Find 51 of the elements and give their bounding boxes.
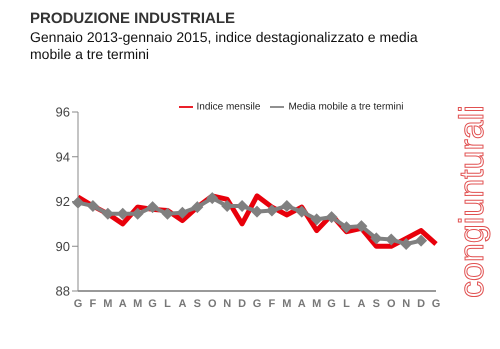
y-tick-label: 92 [56, 194, 70, 210]
point [191, 201, 204, 214]
legend-label: Media mobile a tre termini [288, 102, 404, 113]
x-tick-label: G [252, 298, 262, 310]
x-tick-label: M [133, 298, 142, 310]
x-tick-label: G [327, 298, 336, 310]
x-tick-label: M [282, 298, 292, 310]
x-tick-label: A [178, 298, 186, 310]
x-tick-label: M [312, 298, 322, 310]
y-tick-label: 96 [56, 104, 70, 120]
point [72, 196, 84, 209]
point [206, 192, 218, 204]
point [280, 200, 293, 212]
x-tick-label: G [148, 298, 157, 310]
y-tick-label: 90 [56, 238, 70, 254]
point [370, 232, 382, 244]
x-tick-label: L [343, 298, 350, 310]
point [385, 234, 398, 246]
x-tick-label: A [298, 298, 306, 310]
y-tick-label: 88 [56, 284, 70, 299]
point [146, 201, 159, 214]
x-tick-label: D [238, 298, 246, 310]
point [162, 208, 174, 220]
x-tick-label: F [90, 298, 97, 310]
x-tick-label: D [417, 298, 426, 310]
point [296, 206, 308, 218]
y-tick-label: 94 [56, 149, 70, 164]
x-tick-label: O [386, 298, 396, 310]
x-tick-label: N [402, 298, 410, 310]
x-tick-label: A [118, 298, 127, 310]
chart-subtitle: Gennaio 2013-gennaio 2015, indice destagionalizzato e media mobile a tre termini [30, 29, 419, 63]
chart-title: PRODUZIONE INDUSTRIALE [30, 10, 236, 27]
x-tick-label: M [103, 298, 112, 310]
x-tick-label: G [432, 298, 440, 310]
x-tick-label: A [357, 298, 366, 310]
point [400, 238, 412, 250]
x-tick-label: F [268, 298, 276, 310]
x-tick-label: L [164, 298, 172, 310]
point [415, 234, 428, 247]
text: congiunturali [453, 105, 492, 298]
point [326, 211, 338, 224]
point [251, 206, 263, 218]
x-tick-label: S [194, 298, 202, 310]
x-tick-label: N [223, 298, 232, 310]
x-tick-label: S [372, 298, 380, 310]
point [340, 221, 352, 234]
x-tick-label: O [208, 298, 217, 310]
legend-label: Indice mensile [196, 102, 260, 113]
point [310, 213, 323, 226]
point [86, 200, 99, 212]
x-tick-label: G [74, 298, 82, 310]
